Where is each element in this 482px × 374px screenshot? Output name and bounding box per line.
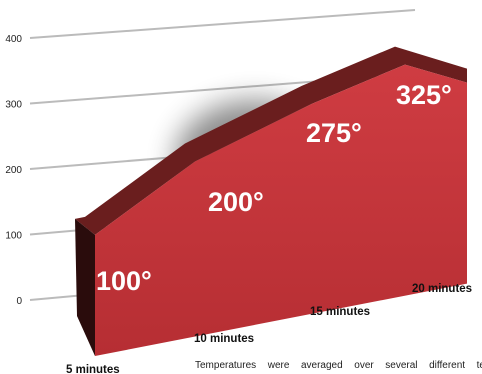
- y-tick-label-200: 200: [5, 165, 22, 176]
- area-front-face: [95, 64, 467, 357]
- y-tick-label-0: 0: [16, 296, 22, 307]
- y-tick-label-100: 100: [5, 231, 22, 242]
- y-axis-labels: 0 100 200 300 400: [5, 34, 22, 307]
- data-label-325: 325°: [396, 80, 452, 110]
- data-label-200: 200°: [208, 187, 264, 217]
- caption-text: Temperatures were averaged over several …: [195, 360, 482, 371]
- data-label-100: 100°: [96, 266, 152, 296]
- y-tick-label-400: 400: [5, 34, 22, 45]
- area-left-cap: [75, 218, 95, 356]
- x-axis-labels: 5 minutes 10 minutes 15 minutes 20 minutes: [66, 283, 472, 374]
- x-tick-label-2: 10 minutes: [194, 333, 254, 345]
- area-top-surface: [75, 46, 467, 235]
- y-tick-label-300: 300: [5, 100, 22, 111]
- gridline-400: [29, 9, 416, 39]
- x-tick-label-1: 5 minutes: [66, 364, 120, 374]
- x-tick-label-3: 15 minutes: [310, 306, 370, 318]
- data-label-275: 275°: [306, 118, 362, 148]
- data-labels: 100° 200° 275° 325°: [96, 80, 452, 296]
- x-tick-label-4: 20 minutes: [412, 283, 472, 295]
- area-body: [75, 46, 467, 357]
